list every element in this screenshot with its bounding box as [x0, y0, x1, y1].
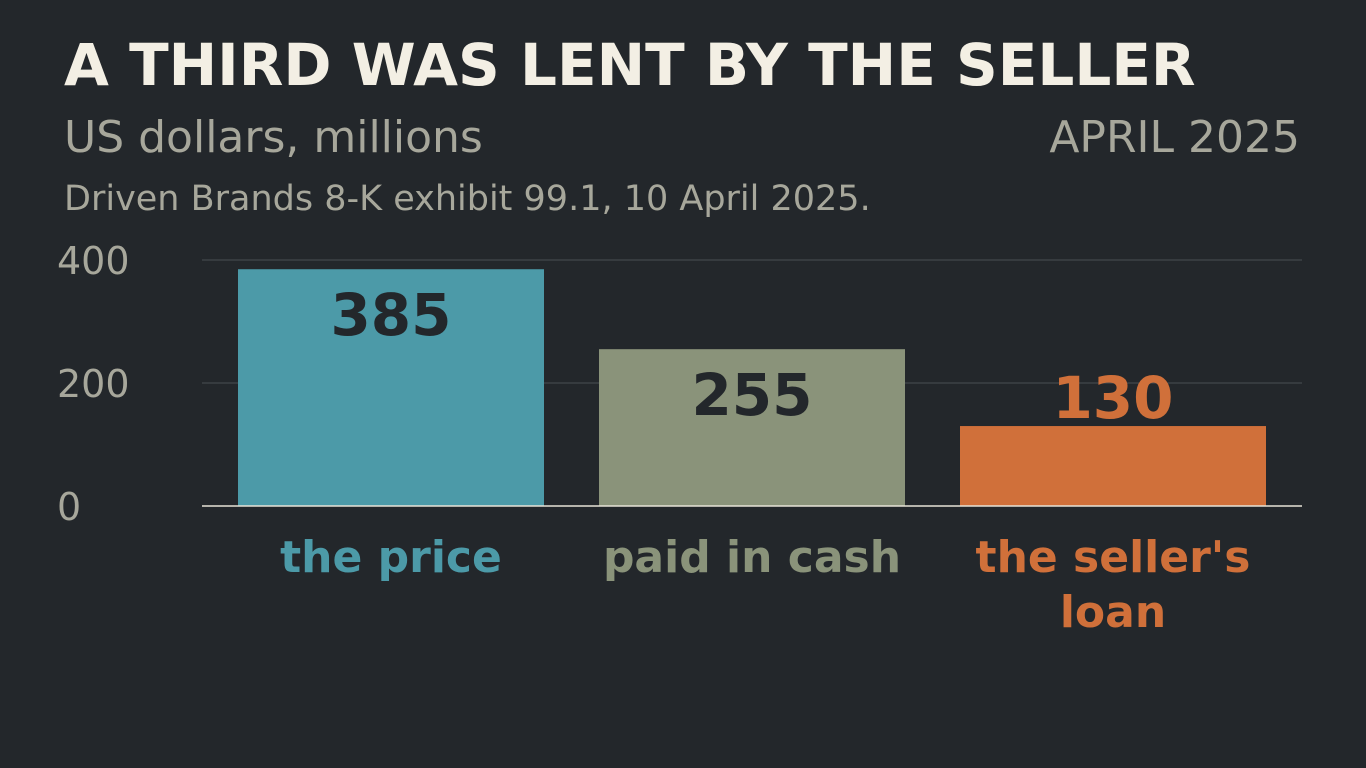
y-tick-label: 0	[57, 485, 81, 529]
x-tick-label: loan	[1060, 587, 1166, 638]
data-label: 130	[1052, 364, 1173, 432]
chart-title: A THIRD WAS LENT BY THE SELLER	[64, 31, 1196, 99]
x-tick-label: the price	[280, 532, 502, 583]
x-tick-label: paid in cash	[603, 532, 901, 583]
y-tick-label: 400	[57, 239, 130, 283]
x-tick-label: the seller's	[976, 532, 1251, 583]
data-label: 255	[691, 361, 812, 429]
bar	[238, 269, 544, 506]
data-label: 385	[330, 281, 451, 349]
chart-source: Driven Brands 8-K exhibit 99.1, 10 April…	[64, 179, 871, 219]
chart-subtitle: US dollars, millions	[64, 112, 483, 163]
chart-date: APRIL 2025	[1049, 112, 1300, 163]
bar	[599, 349, 905, 506]
bar	[960, 426, 1266, 506]
y-tick-label: 200	[57, 362, 130, 406]
